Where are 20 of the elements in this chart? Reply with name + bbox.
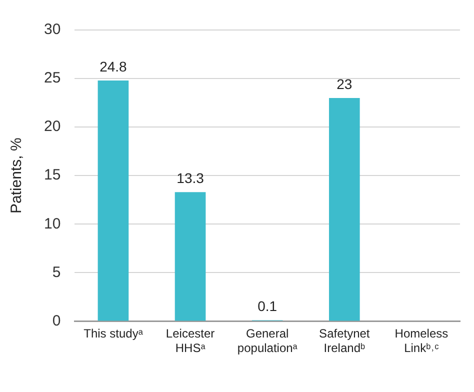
- bar: [174, 192, 206, 321]
- x-tick-label: This studyᵃ: [84, 326, 144, 341]
- y-tick-label: 15: [44, 166, 61, 184]
- y-tick-label: 30: [44, 21, 61, 38]
- x-tick-label: Homeless Linkᵇ˒ᶜ: [394, 326, 448, 356]
- data-label: 0.1: [258, 298, 278, 314]
- bar: [98, 80, 129, 321]
- y-tick-label: 10: [44, 215, 61, 232]
- y-tick-label: 20: [44, 118, 61, 136]
- bar: [328, 98, 360, 321]
- data-label: 23: [336, 76, 352, 92]
- y-tick-label: 5: [52, 264, 61, 281]
- y-tick-label: 0: [52, 312, 61, 330]
- x-tick-label: Safetynet Irelandᵇ: [319, 326, 370, 356]
- y-axis-title: Patients, %: [8, 138, 26, 214]
- data-label: 13.3: [176, 170, 204, 186]
- x-tick-label: General populationᵃ: [237, 326, 298, 356]
- data-label: 24.8: [100, 58, 128, 74]
- x-tick-label: Leicester HHSᵃ: [166, 326, 215, 356]
- y-tick-label: 25: [44, 70, 61, 87]
